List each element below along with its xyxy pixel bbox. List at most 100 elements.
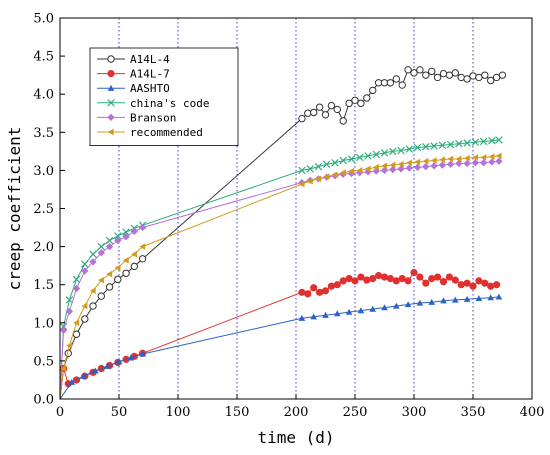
data-point (122, 257, 129, 264)
data-point (345, 308, 353, 315)
data-point (392, 75, 400, 83)
data-point (416, 299, 424, 306)
data-point (68, 378, 76, 385)
data-point (59, 326, 68, 335)
data-point (398, 81, 406, 89)
y-tick-label: 4.5 (33, 50, 54, 65)
data-point (130, 262, 139, 271)
data-point (105, 236, 114, 245)
data-point (430, 142, 438, 150)
data-point (410, 69, 418, 77)
data-point (345, 99, 353, 108)
data-point (457, 281, 465, 289)
data-point (351, 277, 359, 285)
data-point (405, 159, 412, 167)
series-layer (59, 66, 507, 400)
data-point (372, 150, 380, 159)
data-point (351, 96, 359, 104)
data-point (422, 71, 430, 79)
data-point (471, 138, 480, 146)
data-point (422, 143, 430, 151)
data-point (381, 162, 388, 170)
data-point (331, 171, 338, 179)
x-tick-label: 50 (111, 405, 128, 420)
y-tick-label: 3.5 (33, 126, 54, 141)
data-point (81, 260, 89, 268)
data-point (463, 295, 471, 302)
data-point (357, 99, 365, 108)
data-point (428, 275, 436, 283)
data-point (438, 141, 447, 149)
x-tick-label: 100 (166, 405, 191, 420)
data-point (440, 297, 447, 304)
x-tick-label: 0 (56, 405, 64, 420)
data-point (333, 105, 341, 114)
y-tick-label: 1.0 (33, 316, 54, 331)
y-tick-label: 2.5 (33, 202, 54, 217)
data-point (97, 249, 105, 257)
data-point (487, 282, 495, 290)
data-point (438, 161, 446, 169)
data-point (122, 269, 130, 277)
data-point (89, 302, 97, 310)
data-point (107, 84, 115, 91)
data-point (488, 136, 496, 145)
data-point (471, 159, 479, 167)
data-point (463, 154, 470, 162)
data-point (487, 294, 494, 301)
data-point (446, 140, 455, 149)
data-point (114, 264, 121, 272)
data-point (457, 73, 465, 82)
data-point (339, 117, 347, 125)
data-point (463, 75, 471, 83)
data-point (404, 66, 412, 74)
data-point (480, 154, 487, 161)
y-tick-label: 3.0 (33, 164, 54, 179)
legend-box (89, 47, 239, 146)
data-point (65, 296, 74, 304)
data-point (422, 162, 430, 171)
data-point (430, 162, 438, 170)
data-point (310, 284, 318, 292)
data-point (139, 243, 146, 250)
data-point (339, 156, 347, 165)
data-point (97, 292, 106, 300)
data-point (405, 164, 413, 172)
data-point (364, 152, 372, 160)
data-point (314, 162, 323, 171)
data-point (433, 73, 442, 82)
data-point (107, 69, 115, 78)
data-point (139, 350, 146, 357)
x-axis-title: time (d) (257, 428, 334, 447)
data-point (498, 71, 507, 79)
data-point (357, 273, 365, 281)
data-point (380, 149, 389, 157)
data-point (81, 315, 89, 323)
series-line (59, 296, 500, 400)
data-point (322, 311, 329, 318)
data-point (380, 273, 389, 281)
x-tick-label: 300 (402, 405, 427, 420)
data-point (310, 108, 318, 117)
series (59, 152, 502, 400)
data-point (304, 109, 312, 117)
data-point (323, 173, 330, 180)
data-point (481, 71, 489, 79)
legend-label: AASHTO (130, 82, 170, 95)
data-point (487, 76, 495, 85)
data-point (469, 72, 477, 80)
data-point (114, 275, 122, 284)
data-point (298, 180, 305, 188)
data-point (397, 146, 405, 155)
data-point (331, 159, 339, 167)
data-point (404, 301, 412, 308)
y-tick-label: 5.0 (33, 12, 54, 27)
data-point (72, 275, 81, 284)
data-point (364, 165, 371, 173)
data-point (107, 99, 115, 107)
legend-item: china's code (97, 97, 209, 110)
data-point (455, 140, 463, 148)
y-tick-label: 0.0 (33, 393, 54, 408)
data-point (321, 287, 330, 295)
